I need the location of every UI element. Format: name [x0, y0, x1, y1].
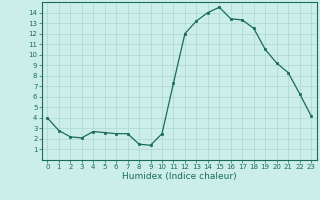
X-axis label: Humidex (Indice chaleur): Humidex (Indice chaleur): [122, 172, 236, 181]
